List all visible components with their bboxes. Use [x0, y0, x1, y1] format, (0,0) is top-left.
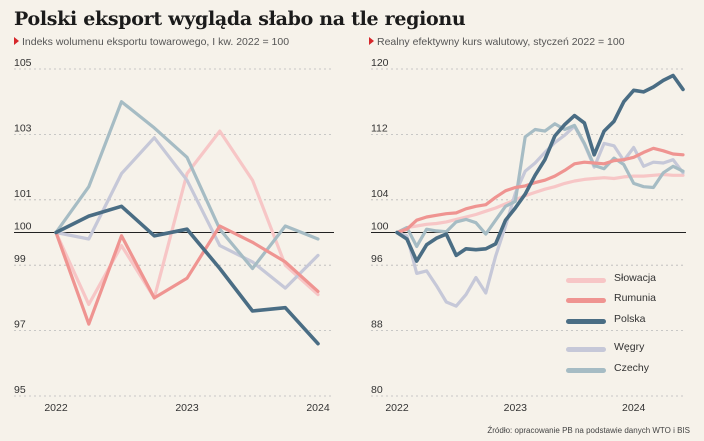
right-chart-title: Realny efektywny kurs walutowy, styczeń …: [377, 36, 625, 48]
left-x-tick-label: 2022: [44, 402, 68, 414]
triangle-marker-icon: [14, 37, 19, 45]
left-y-tick-label: 95: [14, 384, 26, 396]
legend-item-wegry: Węgry: [566, 341, 686, 357]
left-y-tick-label: 100: [14, 221, 32, 233]
legend-label-polska: Polska: [614, 313, 646, 325]
left-y-tick-label: 99: [14, 253, 26, 265]
left-series-slowacja: [54, 129, 320, 306]
page-title: Polski eksport wygląda słabo na tle regi…: [14, 8, 466, 30]
source-note: Źródło: opracowanie PB na podstawie dany…: [487, 426, 690, 435]
right-y-tick-label: 80: [371, 384, 383, 396]
legend-item-czechy: Czechy: [566, 362, 686, 378]
left-series-rumunia: [54, 224, 320, 326]
left-y-tick-label: 103: [14, 122, 32, 134]
triangle-marker-icon: [369, 37, 374, 45]
left-series-wegry: [54, 136, 320, 290]
right-series-slowacja: [395, 172, 685, 235]
left-y-tick-label: 101: [14, 188, 32, 200]
left-x-tick-label: 2023: [175, 402, 199, 414]
legend-label-wegry: Węgry: [614, 341, 645, 353]
left-series-czechy: [54, 100, 320, 271]
left-x-tick-label: 2024: [306, 402, 330, 414]
right-y-tick-label: 96: [371, 253, 383, 265]
legend-label-czechy: Czechy: [614, 362, 650, 374]
right-chart-subtitle: Realny efektywny kurs walutowy, styczeń …: [369, 36, 625, 48]
left-series-polska: [54, 204, 320, 346]
legend-swatch-slowacja: [566, 278, 606, 283]
right-y-tick-label: 88: [371, 319, 383, 331]
left-y-tick-label: 105: [14, 57, 32, 69]
right-series-rumunia: [395, 146, 685, 235]
legend-item-rumunia: Rumunia: [566, 292, 686, 308]
legend-swatch-polska: [566, 319, 606, 324]
legend-label-rumunia: Rumunia: [614, 292, 657, 304]
left-chart-subtitle: Indeks wolumenu eksportu towarowego, I k…: [14, 36, 289, 48]
right-x-tick-label: 2023: [504, 402, 528, 414]
right-y-tick-label: 100: [371, 221, 389, 233]
right-series-wegry: [395, 124, 685, 308]
left-y-tick-label: 97: [14, 319, 26, 331]
right-series-polska: [395, 73, 685, 263]
legend-item-slowacja: Słowacja: [566, 272, 686, 288]
right-x-tick-label: 2024: [622, 402, 646, 414]
left-chart-title: Indeks wolumenu eksportu towarowego, I k…: [22, 36, 290, 48]
right-y-tick-label: 104: [371, 188, 389, 200]
legend-swatch-czechy: [566, 368, 606, 373]
legend-label-slowacja: Słowacja: [614, 272, 657, 284]
legend-item-polska: Polska: [566, 313, 686, 329]
legend-swatch-rumunia: [566, 298, 606, 303]
right-series-czechy: [395, 122, 685, 248]
right-x-tick-label: 2022: [385, 402, 409, 414]
right-y-tick-label: 112: [371, 122, 388, 134]
right-y-tick-label: 120: [371, 57, 389, 69]
legend-swatch-wegry: [566, 347, 606, 352]
